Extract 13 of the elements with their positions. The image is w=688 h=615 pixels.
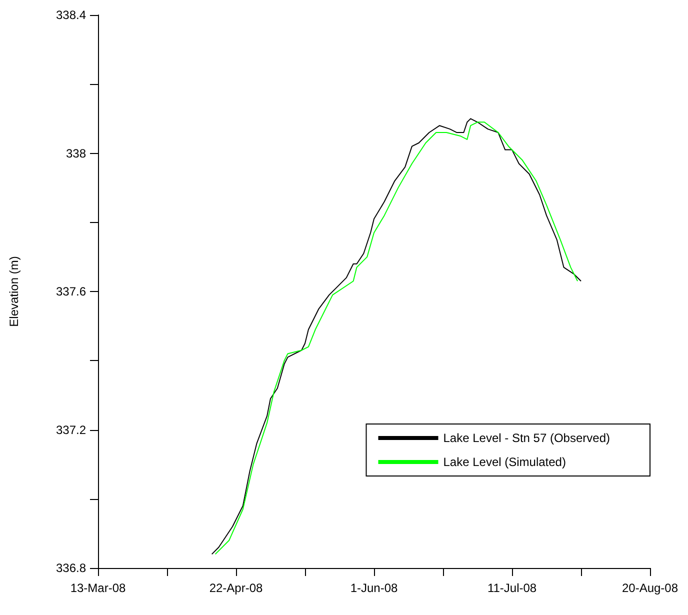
- legend-label: Lake Level (Simulated): [443, 455, 566, 469]
- x-tick-label: 11-Jul-08: [487, 581, 537, 595]
- x-tick-label: 20-Aug-08: [622, 581, 678, 595]
- x-tick-label: 13-Mar-08: [70, 581, 126, 595]
- x-tick-label: 22-Apr-08: [209, 581, 263, 595]
- x-tick-label: 1-Jun-08: [350, 581, 398, 595]
- y-tick-label: 337.2: [56, 422, 86, 437]
- y-axis-title: Elevation (m): [7, 256, 21, 327]
- y-tick-label: 336.8: [56, 561, 86, 575]
- legend-label: Lake Level - Stn 57 (Observed): [443, 431, 610, 445]
- y-tick-label: 338.4: [56, 8, 86, 22]
- y-tick-label: 338: [66, 146, 86, 160]
- y-tick-label: 337.6: [56, 284, 86, 298]
